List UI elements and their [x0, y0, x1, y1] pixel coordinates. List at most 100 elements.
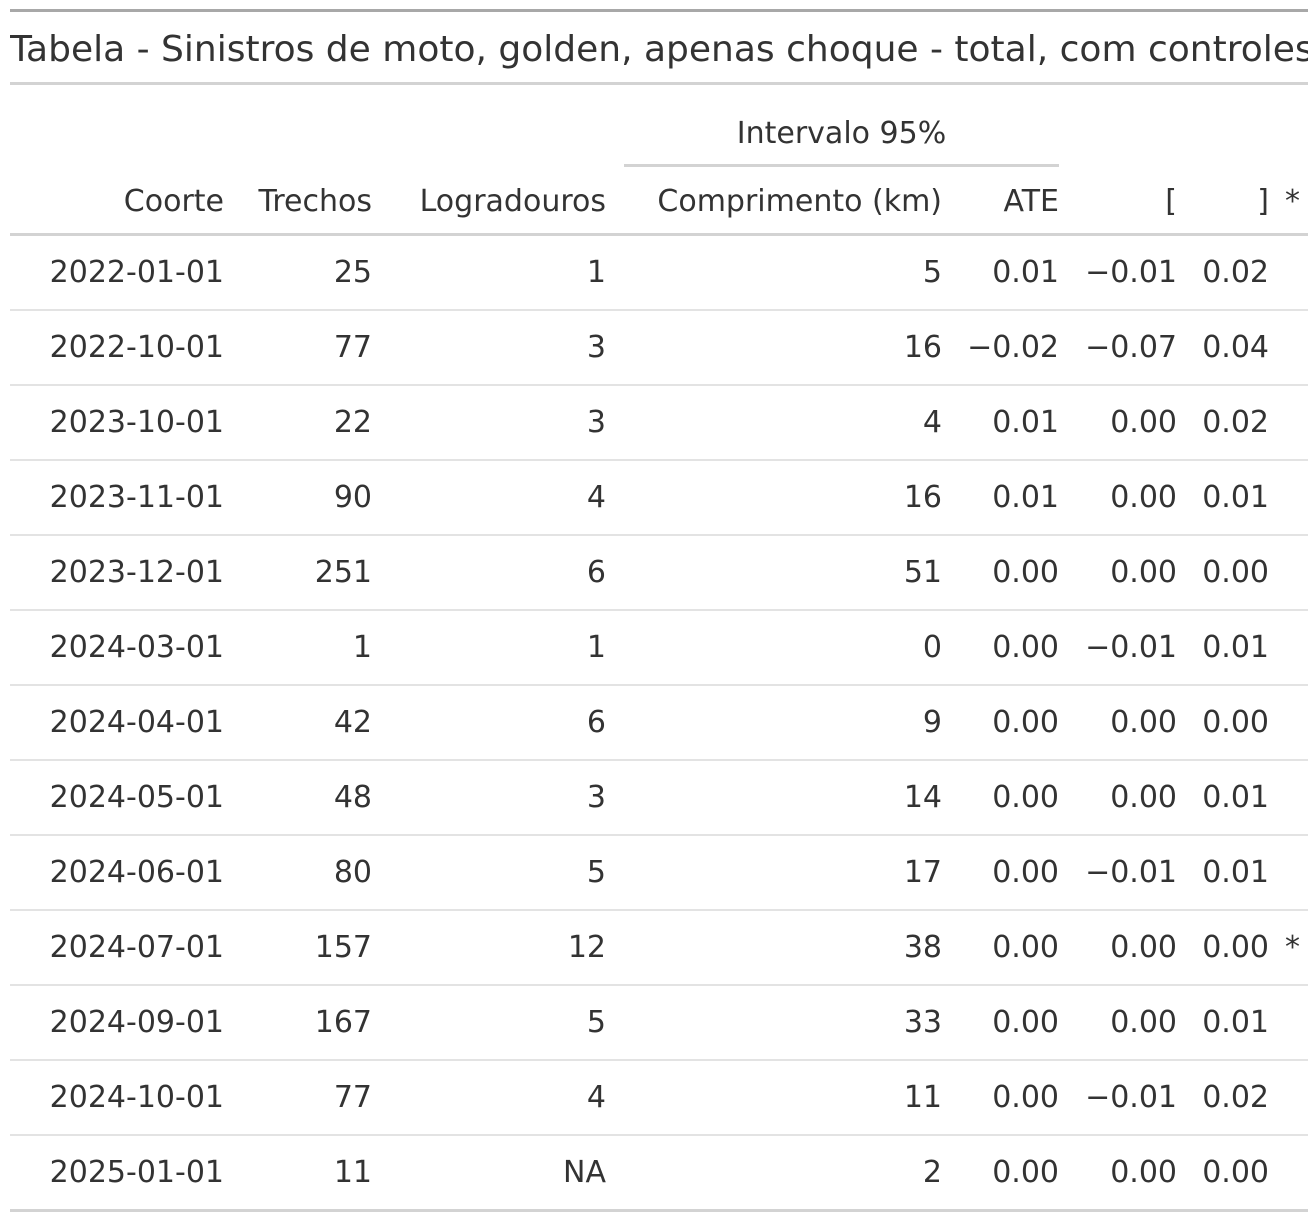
- cell-comprimento: 5: [606, 234, 942, 311]
- spanner-empty: [372, 85, 606, 165]
- cell-comprimento: 17: [606, 835, 942, 911]
- cell-comprimento: 38: [606, 910, 942, 986]
- cell-trechos: 80: [224, 835, 372, 911]
- header-ci-upper: ]: [1177, 165, 1269, 236]
- cell-ci-upper: 0.02: [1177, 1060, 1269, 1136]
- cell-significance: [1269, 460, 1308, 536]
- results-table-container: Tabela - Sinistros de moto, golden, apen…: [10, 9, 1308, 1212]
- cell-trechos: 77: [224, 310, 372, 386]
- cell-significance: [1269, 234, 1308, 311]
- table-title: Tabela - Sinistros de moto, golden, apen…: [10, 29, 1308, 70]
- cell-ci-lower: −0.01: [1059, 1060, 1177, 1136]
- table-row: 2024-03-01 1 1 0 0.00 −0.01 0.01: [10, 610, 1308, 686]
- cell-comprimento: 16: [606, 460, 942, 536]
- cell-coorte: 2024-10-01: [10, 1060, 224, 1136]
- cell-significance: [1269, 985, 1308, 1061]
- cell-comprimento: 33: [606, 985, 942, 1061]
- cell-coorte: 2024-07-01: [10, 910, 224, 986]
- cell-coorte: 2024-05-01: [10, 760, 224, 836]
- cell-ate: 0.01: [942, 460, 1059, 536]
- cell-comprimento: 51: [606, 535, 942, 611]
- cell-ate: 0.00: [942, 685, 1059, 761]
- cell-significance: [1269, 1135, 1308, 1212]
- title-rule: [10, 82, 1308, 85]
- cell-logradouros: 1: [372, 234, 606, 311]
- cell-ci-upper: 0.01: [1177, 460, 1269, 536]
- spanner-empty: [224, 85, 372, 165]
- cell-trechos: 1: [224, 610, 372, 686]
- cell-trechos: 167: [224, 985, 372, 1061]
- cell-trechos: 48: [224, 760, 372, 836]
- cell-ate: 0.00: [942, 910, 1059, 986]
- cell-significance: [1269, 535, 1308, 611]
- cell-ate: 0.01: [942, 385, 1059, 461]
- cell-ate: 0.00: [942, 1060, 1059, 1136]
- cell-trechos: 22: [224, 385, 372, 461]
- cell-significance: *: [1269, 910, 1308, 986]
- cell-comprimento: 0: [606, 610, 942, 686]
- spanner-rule: [624, 164, 1059, 167]
- column-header-row: Coorte Trechos Logradouros Comprimento (…: [10, 165, 1308, 236]
- table-row: 2023-10-01 22 3 4 0.01 0.00 0.02: [10, 385, 1308, 461]
- cell-ci-upper: 0.01: [1177, 835, 1269, 911]
- cell-coorte: 2023-12-01: [10, 535, 224, 611]
- cell-ci-upper: 0.01: [1177, 985, 1269, 1061]
- cell-significance: [1269, 760, 1308, 836]
- cell-logradouros: 6: [372, 685, 606, 761]
- cell-logradouros: 5: [372, 985, 606, 1061]
- cell-ci-lower: 0.00: [1059, 460, 1177, 536]
- spanner-empty: [1177, 85, 1269, 165]
- cell-ci-upper: 0.00: [1177, 535, 1269, 611]
- table-row: 2022-10-01 77 3 16 −0.02 −0.07 0.04: [10, 310, 1308, 386]
- cell-logradouros: 5: [372, 835, 606, 911]
- header-comprimento: Comprimento (km): [606, 165, 942, 236]
- cell-comprimento: 14: [606, 760, 942, 836]
- cell-trechos: 25: [224, 234, 372, 311]
- table-row: 2022-01-01 25 1 5 0.01 −0.01 0.02: [10, 234, 1308, 311]
- spanner-cell: Intervalo 95%: [606, 85, 1059, 167]
- cell-trechos: 77: [224, 1060, 372, 1136]
- cell-significance: [1269, 310, 1308, 386]
- header-trechos: Trechos: [224, 165, 372, 236]
- table-row: 2024-10-01 77 4 11 0.00 −0.01 0.02: [10, 1060, 1308, 1136]
- cell-coorte: 2024-09-01: [10, 985, 224, 1061]
- cell-ate: 0.00: [942, 535, 1059, 611]
- top-rule: [10, 9, 1308, 12]
- cell-ate: 0.00: [942, 760, 1059, 836]
- cell-ci-lower: 0.00: [1059, 760, 1177, 836]
- cell-coorte: 2024-03-01: [10, 610, 224, 686]
- cell-ate: 0.00: [942, 985, 1059, 1061]
- spanner-empty: [1269, 85, 1308, 165]
- cell-logradouros: 4: [372, 460, 606, 536]
- table-row: 2024-09-01 167 5 33 0.00 0.00 0.01: [10, 985, 1308, 1061]
- cell-logradouros: 3: [372, 760, 606, 836]
- cell-coorte: 2022-01-01: [10, 234, 224, 311]
- table-row: 2024-06-01 80 5 17 0.00 −0.01 0.01: [10, 835, 1308, 911]
- header-coorte: Coorte: [10, 165, 224, 236]
- cell-logradouros: 3: [372, 385, 606, 461]
- table-row: 2024-04-01 42 6 9 0.00 0.00 0.00: [10, 685, 1308, 761]
- cell-ci-lower: −0.01: [1059, 234, 1177, 311]
- cell-comprimento: 2: [606, 1135, 942, 1212]
- cell-logradouros: 12: [372, 910, 606, 986]
- cell-comprimento: 4: [606, 385, 942, 461]
- table-row: 2024-05-01 48 3 14 0.00 0.00 0.01: [10, 760, 1308, 836]
- cell-ate: −0.02: [942, 310, 1059, 386]
- cell-ate: 0.00: [942, 1135, 1059, 1212]
- cell-logradouros: 4: [372, 1060, 606, 1136]
- cell-significance: [1269, 835, 1308, 911]
- cell-coorte: 2024-06-01: [10, 835, 224, 911]
- header-ci-lower: [: [1059, 165, 1177, 236]
- cell-coorte: 2024-04-01: [10, 685, 224, 761]
- cell-ci-upper: 0.00: [1177, 685, 1269, 761]
- table-row: 2023-11-01 90 4 16 0.01 0.00 0.01: [10, 460, 1308, 536]
- cell-trechos: 42: [224, 685, 372, 761]
- header-logradouros: Logradouros: [372, 165, 606, 236]
- cell-ci-lower: 0.00: [1059, 385, 1177, 461]
- table-row: 2025-01-01 11 NA 2 0.00 0.00 0.00: [10, 1135, 1308, 1212]
- cell-ci-lower: −0.01: [1059, 835, 1177, 911]
- cell-logradouros: 3: [372, 310, 606, 386]
- cell-ci-lower: −0.01: [1059, 610, 1177, 686]
- cell-trechos: 90: [224, 460, 372, 536]
- cell-ci-upper: 0.00: [1177, 910, 1269, 986]
